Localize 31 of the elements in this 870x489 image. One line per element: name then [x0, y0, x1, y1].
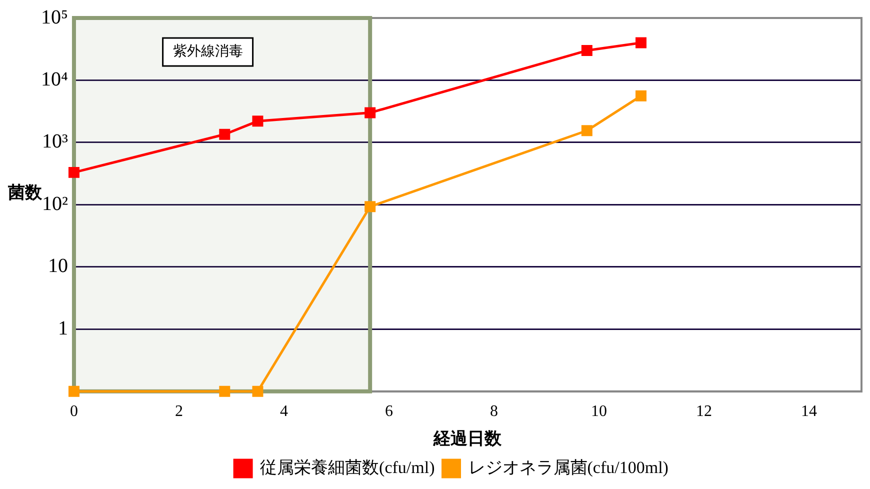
x-tick-label: 0 — [70, 403, 78, 420]
x-tick-label: 2 — [174, 403, 183, 420]
x-tick-label: 4 — [280, 403, 288, 420]
y-tick-label: 10 — [48, 255, 68, 278]
y-tick-label: 10⁵ — [40, 6, 68, 28]
point — [364, 107, 376, 118]
y-axis-title: 菌数 — [7, 182, 43, 202]
x-tick-label: 8 — [490, 403, 498, 420]
point — [68, 166, 80, 178]
point — [636, 37, 646, 48]
x-tick-label: 12 — [696, 403, 712, 420]
legend-label: レジオネラ属菌(cfu/100ml) — [468, 458, 668, 477]
x-axis-title: 経過日数 — [432, 429, 503, 448]
y-tick-label: 10² — [42, 192, 68, 215]
x-tick-label: 14 — [801, 403, 817, 420]
point — [364, 201, 376, 212]
legend-label: 従属栄養細菌数(cfu/ml) — [260, 458, 435, 477]
y-tick-label: 10⁴ — [40, 68, 68, 90]
x-tick-label: 6 — [384, 403, 393, 420]
y-tick-label: 1 — [58, 317, 68, 340]
point — [252, 116, 264, 127]
point — [68, 386, 80, 397]
point — [581, 125, 592, 136]
point — [219, 386, 230, 397]
band-label: 紫外線消毒 — [172, 44, 243, 60]
x-tick-label: 10 — [590, 403, 607, 420]
point — [636, 90, 646, 102]
y-tick-label: 10³ — [42, 130, 68, 153]
point — [581, 45, 592, 56]
point — [252, 386, 264, 397]
point — [219, 128, 230, 140]
